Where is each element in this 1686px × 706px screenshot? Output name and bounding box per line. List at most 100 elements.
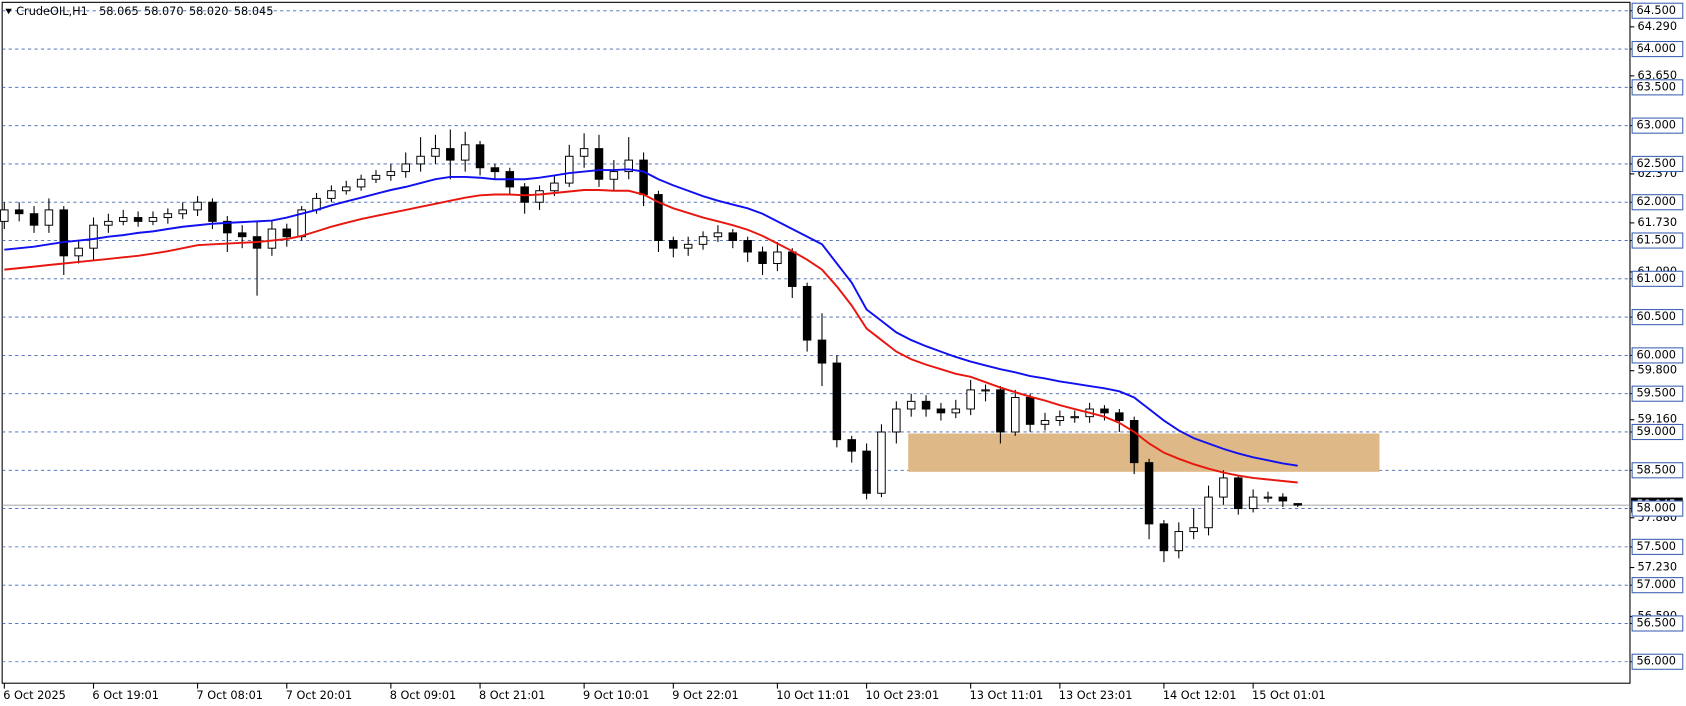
y-tick-label: 63.650: [1638, 69, 1678, 82]
title-value: 58.020: [189, 5, 229, 18]
candle-body: [535, 190, 544, 203]
x-tick-label: 6 Oct 2025: [3, 689, 66, 702]
y-tick-box: [1631, 270, 1684, 287]
y-tick-label: 60.000: [1636, 348, 1676, 361]
candle-body: [936, 408, 946, 414]
moving-average: [4, 189, 1298, 484]
x-tick-label: 9 Oct 22:01: [672, 689, 738, 702]
candle-body: [1011, 397, 1020, 433]
candle-body: [996, 389, 1005, 433]
candle-body: [758, 251, 767, 264]
y-tick-label: 59.800: [1638, 364, 1678, 377]
candle-body: [1278, 496, 1288, 502]
y-tick-label: 63.000: [1636, 119, 1676, 132]
grid-layer: [2, 10, 1630, 663]
candle-body: [921, 400, 931, 410]
menu-arrow[interactable]: [5, 8, 12, 15]
lines-layer: [4, 168, 1298, 484]
y-tick-label: 64.000: [1636, 42, 1676, 55]
x-tick-label: 13 Oct 23:01: [1059, 689, 1133, 702]
candle-body: [341, 186, 351, 192]
candle-body: [1040, 420, 1050, 425]
candle-body: [743, 240, 752, 253]
candle-body: [1055, 416, 1065, 421]
y-tick-label: 63.500: [1636, 80, 1676, 93]
y-tick-label: 62.500: [1636, 157, 1676, 170]
y-tick-box: [1631, 347, 1684, 364]
candle-body: [1115, 412, 1124, 421]
candle-body: [1144, 462, 1154, 525]
candle-body: [550, 182, 559, 192]
candle-body: [713, 232, 723, 238]
candle-body: [1263, 496, 1273, 499]
candle-body: [639, 159, 648, 196]
candle-body: [1189, 527, 1198, 533]
candle-body: [579, 148, 589, 157]
candle-body: [1025, 397, 1035, 425]
candle-body: [14, 209, 24, 215]
candle-body: [1204, 496, 1213, 529]
y-tick-label: 58.500: [1636, 463, 1676, 476]
candle-body: [163, 213, 173, 219]
candle-body: [862, 450, 871, 494]
chart-title: CrudeOIL,H1: [16, 5, 88, 18]
candle-body: [683, 243, 693, 249]
candle-body: [1100, 408, 1109, 414]
candle-body: [877, 431, 886, 494]
candle-body: [460, 144, 470, 161]
candle-body: [29, 213, 39, 226]
candle-body: [847, 439, 856, 452]
x-tick-label: 6 Oct 19:01: [92, 689, 158, 702]
y-tick-box: [1631, 653, 1684, 670]
candle-body: [178, 209, 187, 215]
candle-body: [1174, 531, 1184, 552]
candle-body: [59, 209, 69, 257]
candle-body: [1293, 503, 1302, 506]
title-value: 58.045: [234, 5, 274, 18]
y-tick-label: 57.000: [1636, 578, 1676, 591]
candle-body: [446, 148, 455, 161]
candle-body: [981, 389, 990, 392]
x-tick-label: 7 Oct 08:01: [197, 689, 263, 702]
y-tick-label: 56.000: [1636, 655, 1676, 668]
candle-body: [193, 201, 202, 211]
candle-body: [1219, 477, 1228, 498]
candle-body: [966, 389, 975, 410]
moving-average: [4, 168, 1298, 467]
candle-body: [1234, 477, 1243, 510]
y-tick-box: [1631, 194, 1684, 211]
y-tick-label: 64.500: [1636, 4, 1676, 17]
x-tick-label: 9 Oct 10:01: [583, 689, 649, 702]
y-tick-box: [1631, 462, 1684, 479]
candle-body: [1070, 416, 1079, 419]
candle-body: [624, 159, 633, 173]
y-tick-label: 58.000: [1636, 502, 1676, 515]
candle-body: [951, 408, 961, 414]
candle-body: [74, 247, 83, 257]
x-tick-label: 7 Oct 20:01: [286, 689, 352, 702]
y-tick-box: [1631, 40, 1684, 58]
candle-body: [609, 171, 619, 180]
y-tick-label: 59.500: [1636, 387, 1676, 400]
candle-body: [208, 201, 217, 222]
candle-body: [401, 163, 410, 173]
candle-body: [267, 228, 277, 249]
plot-frame: [1, 1, 1631, 684]
y-tick-box: [1631, 2, 1684, 19]
y-tick-label: 59.160: [1638, 413, 1678, 426]
y-tick-label: 60.500: [1636, 310, 1676, 323]
x-tick-label: 8 Oct 21:01: [479, 689, 545, 702]
candle-body: [698, 236, 708, 245]
y-tick-label: 61.500: [1636, 234, 1676, 247]
candle-body: [1248, 496, 1258, 510]
candle-body: [386, 171, 396, 176]
candle-body: [0, 209, 9, 222]
candle-body: [89, 224, 98, 249]
candle-body: [371, 174, 381, 180]
candle-body: [223, 220, 232, 234]
x-tick-label: 14 Oct 12:01: [1163, 689, 1237, 702]
axis-layer: 6 Oct 2025 6 Oct 19:01 7 Oct 08:01 7 Oct 20…: [3, 2, 1684, 702]
candle-body: [773, 251, 782, 264]
candle-body: [1159, 523, 1169, 552]
